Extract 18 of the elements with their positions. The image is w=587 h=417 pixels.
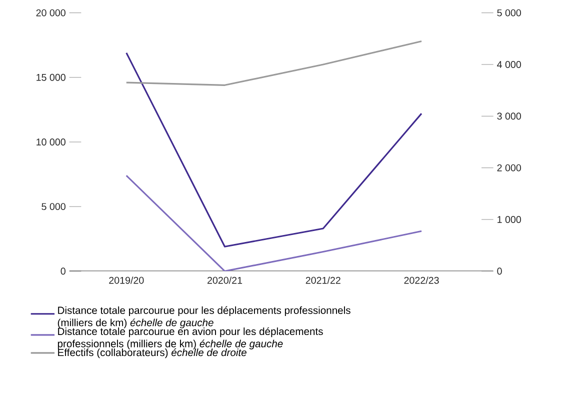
y-tick-label: 15 000	[36, 74, 66, 81]
y2-tick-label: 3 000	[497, 112, 521, 120]
legend-label: Distance totale parcourue en avion pour les déplacements professionnels (milliers de km) échelle de gauche	[58, 327, 323, 350]
y-tick-label: 10 000	[36, 138, 66, 146]
y2-tick-label: 0	[497, 268, 502, 275]
y-tick-label: 0	[60, 268, 66, 275]
x-tick-label: 2020/21	[208, 276, 242, 284]
y-tick-label: 20 000	[36, 9, 66, 16]
y2-tick-label: 1 000	[498, 216, 521, 223]
y-tick-label: 5 000	[42, 203, 66, 210]
x-tick-label: 2022/23	[404, 276, 439, 284]
y2-tick-label: 4 000	[497, 60, 521, 68]
x-tick-label: 2019/20	[109, 276, 144, 284]
y2-tick-label: 5 000	[497, 9, 521, 16]
x-tick-label: 2021/22	[306, 276, 340, 284]
y2-tick-label: 2 000	[497, 164, 521, 172]
legend-label: Effectifs (collaborateurs) échelle de droite	[58, 348, 246, 358]
legend-label: Distance totale parcourue pour les déplacements professionnels (milliers de km) échelle de gauche	[58, 306, 350, 328]
